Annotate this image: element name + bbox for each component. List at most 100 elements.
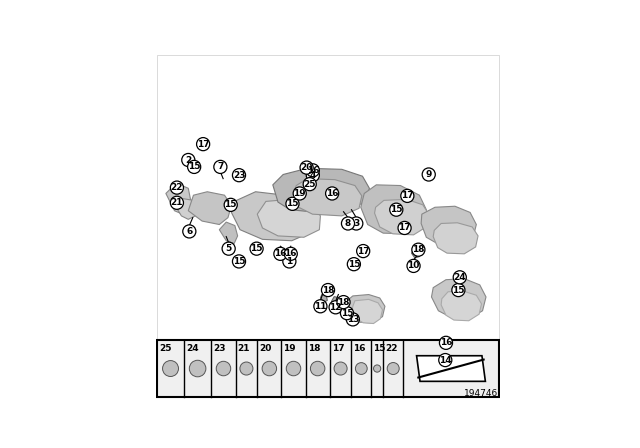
Circle shape: [342, 217, 355, 230]
Text: 14: 14: [439, 356, 452, 365]
Text: 23: 23: [214, 344, 226, 353]
Circle shape: [170, 196, 184, 209]
Text: 19: 19: [293, 189, 306, 198]
Text: 17: 17: [398, 224, 411, 233]
Text: 16: 16: [440, 338, 452, 347]
Text: 18: 18: [308, 344, 320, 353]
Circle shape: [440, 336, 452, 349]
Polygon shape: [344, 294, 385, 323]
Polygon shape: [332, 297, 341, 306]
Circle shape: [356, 245, 370, 258]
Text: 21: 21: [171, 198, 183, 207]
Text: 16: 16: [274, 250, 287, 258]
Text: 4: 4: [310, 171, 316, 180]
Circle shape: [303, 177, 316, 191]
Text: 6: 6: [186, 227, 193, 236]
Text: 17: 17: [357, 246, 369, 255]
Polygon shape: [374, 199, 429, 235]
Text: 15: 15: [452, 285, 465, 294]
Circle shape: [346, 313, 360, 326]
Polygon shape: [433, 223, 478, 254]
Text: 15: 15: [373, 344, 386, 353]
Text: 15: 15: [348, 260, 360, 269]
Circle shape: [310, 361, 325, 376]
Polygon shape: [232, 192, 311, 241]
Circle shape: [300, 161, 313, 174]
Text: 10: 10: [408, 262, 420, 271]
Text: 23: 23: [233, 171, 245, 180]
Text: 17: 17: [197, 140, 209, 149]
Text: 22: 22: [171, 183, 183, 192]
Circle shape: [334, 362, 347, 375]
Circle shape: [355, 362, 367, 375]
Polygon shape: [417, 356, 485, 381]
Text: 9: 9: [426, 170, 432, 179]
Circle shape: [452, 284, 465, 297]
Circle shape: [240, 362, 253, 375]
Circle shape: [182, 154, 195, 167]
Circle shape: [326, 187, 339, 200]
Polygon shape: [431, 279, 486, 319]
Text: 5: 5: [225, 244, 232, 253]
Circle shape: [314, 300, 327, 313]
Circle shape: [196, 138, 210, 151]
Polygon shape: [273, 168, 369, 212]
Circle shape: [401, 190, 414, 202]
Text: 18: 18: [322, 285, 334, 294]
Circle shape: [407, 259, 420, 272]
Text: 24: 24: [186, 344, 198, 353]
Circle shape: [262, 361, 276, 376]
Text: 17: 17: [332, 344, 344, 353]
Circle shape: [337, 296, 350, 309]
Text: 15: 15: [188, 163, 200, 172]
Circle shape: [439, 353, 452, 366]
Circle shape: [232, 168, 246, 182]
Text: 25: 25: [303, 180, 316, 189]
Circle shape: [453, 271, 467, 284]
Text: 13: 13: [347, 315, 359, 324]
Text: 19: 19: [284, 344, 296, 353]
Circle shape: [340, 306, 353, 320]
Circle shape: [422, 168, 435, 181]
Polygon shape: [352, 299, 383, 323]
Circle shape: [286, 361, 301, 376]
Polygon shape: [257, 199, 321, 237]
Circle shape: [412, 243, 425, 256]
Circle shape: [170, 181, 184, 194]
Circle shape: [329, 301, 342, 314]
Polygon shape: [321, 294, 327, 302]
Circle shape: [189, 360, 206, 377]
Circle shape: [250, 242, 263, 255]
Text: 15: 15: [233, 257, 245, 266]
Polygon shape: [441, 291, 481, 321]
Text: 1: 1: [286, 257, 292, 266]
Polygon shape: [412, 250, 419, 258]
Polygon shape: [176, 198, 198, 220]
Text: 15: 15: [286, 199, 299, 208]
Text: 15: 15: [225, 200, 237, 209]
Text: 25: 25: [159, 344, 172, 353]
Text: 15: 15: [390, 205, 403, 214]
Circle shape: [183, 225, 196, 238]
Text: 21: 21: [237, 344, 250, 353]
Circle shape: [387, 362, 399, 375]
Circle shape: [214, 160, 227, 173]
Polygon shape: [294, 179, 362, 216]
Circle shape: [374, 365, 381, 372]
Text: 2: 2: [185, 155, 191, 164]
Text: 8: 8: [345, 219, 351, 228]
Text: 18: 18: [337, 297, 350, 306]
Text: 16: 16: [285, 250, 297, 258]
Text: 20: 20: [300, 163, 313, 172]
Text: 24: 24: [454, 273, 466, 282]
Circle shape: [283, 255, 296, 268]
Circle shape: [188, 160, 201, 173]
Text: 16: 16: [353, 344, 366, 353]
Polygon shape: [188, 192, 232, 224]
Circle shape: [390, 203, 403, 216]
Circle shape: [216, 361, 231, 376]
Circle shape: [307, 164, 319, 177]
Text: 16: 16: [307, 166, 319, 175]
Circle shape: [321, 284, 335, 297]
Text: 20: 20: [259, 344, 272, 353]
